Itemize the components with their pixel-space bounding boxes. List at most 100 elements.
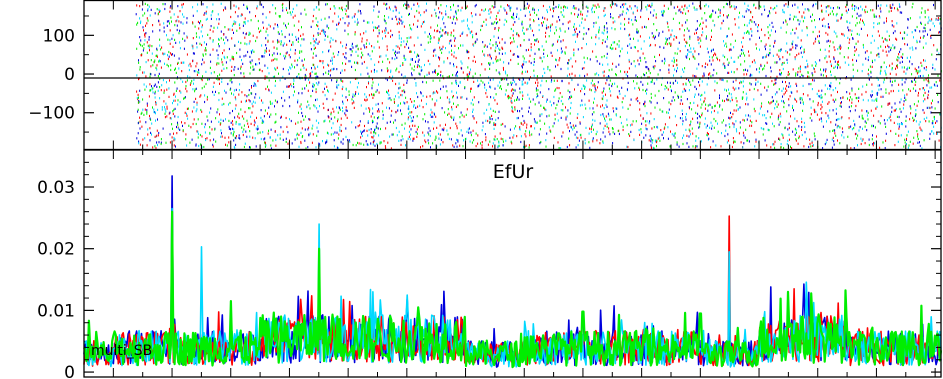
scatter-point [541, 45, 543, 48]
scatter-point [352, 95, 354, 98]
scatter-point [154, 111, 156, 114]
scatter-point [621, 101, 623, 104]
scatter-point [363, 112, 365, 115]
scatter-point [385, 127, 387, 130]
scatter-point [491, 118, 493, 121]
scatter-point [628, 58, 630, 62]
scatter-point [209, 139, 211, 142]
scatter-point [442, 141, 444, 144]
scatter-point [734, 23, 736, 26]
scatter-point [717, 15, 719, 19]
scatter-point [515, 83, 517, 86]
scatter-point [360, 104, 362, 107]
scatter-point [294, 90, 295, 93]
scatter-point [455, 10, 457, 13]
scatter-point [871, 138, 873, 141]
scatter-point [538, 24, 540, 27]
scatter-point [717, 122, 718, 125]
scatter-point [544, 17, 546, 20]
scatter-point [663, 46, 665, 49]
scatter-point [556, 112, 558, 115]
scatter-point [644, 105, 646, 108]
scatter-point [788, 85, 790, 88]
scatter-point [231, 55, 233, 58]
scatter-point [169, 6, 171, 9]
scatter-point [722, 79, 724, 82]
scatter-point [150, 65, 152, 68]
scatter-point [799, 76, 801, 79]
scatter-point [702, 31, 704, 34]
scatter-point [758, 67, 760, 70]
scatter-point [616, 85, 618, 88]
scatter-point [925, 78, 927, 81]
scatter-point [238, 89, 240, 92]
scatter-point [142, 108, 144, 111]
scatter-point [933, 44, 935, 47]
scatter-point [705, 37, 707, 40]
scatter-point [270, 102, 272, 105]
scatter-point [859, 126, 861, 129]
scatter-point [858, 100, 859, 103]
scatter-point [433, 91, 435, 94]
scatter-point [786, 42, 788, 45]
scatter-point [147, 133, 149, 136]
scatter-point [688, 135, 690, 138]
scatter-point [408, 130, 410, 133]
scatter-point [264, 64, 266, 67]
scatter-point [721, 22, 723, 25]
scatter-point [175, 67, 176, 70]
scatter-point [218, 43, 219, 46]
scatter-point [468, 72, 470, 76]
scatter-point [189, 83, 191, 86]
scatter-point [841, 13, 843, 16]
scatter-point [298, 29, 300, 32]
scatter-point [873, 114, 875, 117]
scatter-point [475, 132, 477, 135]
scatter-point [212, 48, 214, 51]
scatter-point [310, 48, 312, 51]
scatter-point [569, 122, 571, 125]
scatter-point [212, 10, 214, 13]
scatter-point [340, 117, 342, 120]
scatter-point [344, 29, 346, 32]
scatter-point [803, 121, 805, 125]
scatter-point [433, 112, 435, 115]
scatter-point [151, 45, 153, 48]
scatter-point [489, 140, 491, 143]
scatter-point [199, 22, 201, 25]
scatter-point [445, 10, 447, 13]
scatter-point [235, 98, 237, 101]
scatter-point [139, 100, 141, 103]
scatter-point [664, 42, 666, 45]
scatter-point [783, 11, 785, 14]
scatter-point [215, 140, 217, 143]
scatter-point [300, 131, 302, 134]
scatter-point [778, 55, 780, 58]
scatter-point [249, 100, 251, 103]
scatter-point [533, 63, 535, 66]
scatter-point [368, 94, 370, 97]
scatter-point [923, 26, 925, 29]
scatter-point [232, 133, 234, 136]
scatter-point [443, 127, 445, 130]
scatter-point [853, 119, 855, 122]
scatter-point [440, 138, 442, 141]
scatter-point [380, 127, 381, 131]
scatter-point [408, 135, 410, 138]
scatter-point [137, 122, 139, 125]
scatter-point [182, 124, 183, 127]
scatter-point [422, 118, 424, 121]
scatter-point [671, 133, 673, 136]
scatter-point [248, 125, 249, 128]
scatter-point [510, 81, 512, 84]
scatter-point [417, 2, 419, 5]
scatter-point [668, 108, 670, 111]
scatter-point [700, 22, 701, 25]
scatter-point [651, 32, 653, 35]
scatter-point [688, 106, 690, 109]
scatter-point [241, 59, 242, 62]
scatter-point [612, 2, 614, 5]
scatter-point [313, 104, 315, 107]
scatter-point [376, 27, 378, 30]
scatter-point [918, 123, 920, 126]
